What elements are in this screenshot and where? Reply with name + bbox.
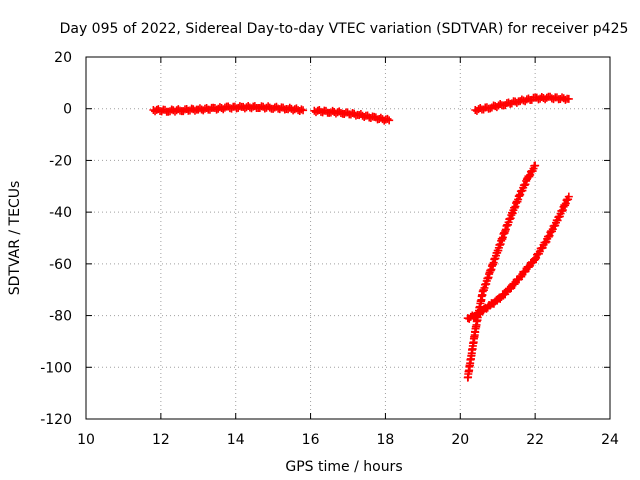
data-point <box>297 105 306 114</box>
plot-frame <box>85 56 611 420</box>
y-tick-label: 0 <box>63 102 72 118</box>
data-point <box>496 294 505 303</box>
chart-title: Day 095 of 2022, Sidereal Day-to-day VTE… <box>60 21 629 37</box>
x-tick-label: 24 <box>601 432 619 448</box>
x-tick-label: 16 <box>302 432 320 448</box>
x-tick-labels: 10 12 14 16 18 20 22 24 <box>77 432 619 448</box>
series-arc-1 <box>149 101 308 116</box>
data-point <box>525 172 534 181</box>
data-point <box>510 280 519 289</box>
x-tick-label: 12 <box>152 432 170 448</box>
data-point <box>531 161 540 170</box>
axis-ticks <box>85 56 611 420</box>
series-arc-5 <box>463 192 573 323</box>
y-tick-label: -60 <box>49 257 72 273</box>
series-arc-2 <box>310 106 394 125</box>
data-point <box>299 106 308 115</box>
y-tick-label: -20 <box>49 153 72 169</box>
data-point <box>541 238 550 247</box>
data-point <box>531 255 540 264</box>
data-point <box>564 94 573 103</box>
x-tick-label: 14 <box>227 432 245 448</box>
data-point <box>544 232 553 241</box>
data-point <box>385 116 394 125</box>
y-tick-label: -120 <box>40 412 72 428</box>
x-axis-label: GPS time / hours <box>285 459 402 475</box>
x-tick-label: 10 <box>77 432 95 448</box>
series-arc-4 <box>463 161 540 382</box>
data-point <box>383 114 392 123</box>
data-point <box>564 192 573 201</box>
data-points <box>149 92 573 382</box>
y-tick-label: -100 <box>40 360 72 376</box>
data-point <box>524 263 533 272</box>
series-arc-3 <box>471 92 573 115</box>
y-tick-label: -40 <box>49 205 72 221</box>
y-tick-label: -80 <box>49 309 72 325</box>
y-axis-label: SDTVAR / TECUs <box>7 181 23 296</box>
x-tick-label: 20 <box>451 432 469 448</box>
y-tick-label: 20 <box>54 50 72 66</box>
y-tick-labels: -120 -100 -80 -60 -40 -20 0 20 <box>40 50 72 428</box>
x-tick-label: 18 <box>377 432 395 448</box>
x-tick-label: 22 <box>526 432 544 448</box>
